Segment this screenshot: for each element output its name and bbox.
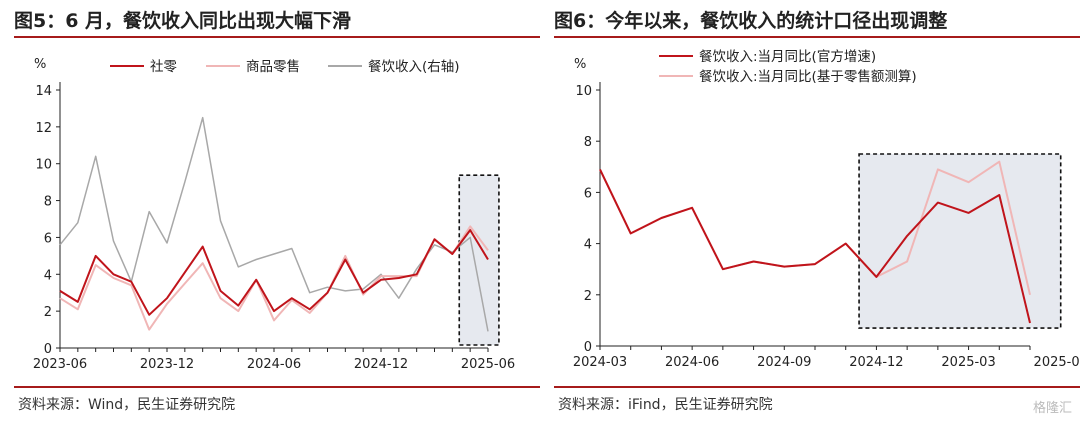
left-x-tick-label: 2023-06	[33, 357, 87, 372]
right-series-line-0	[599, 168, 1031, 324]
left-source-note: 资料来源：Wind，民生证券研究院	[18, 397, 236, 413]
right-line-chart: % 0 2 4 6 8 10 2024-03 2024-06 2024-09 2024-12 2025…	[573, 49, 1080, 370]
right-y-tick-label: 4	[584, 238, 592, 253]
left-y-unit-label: %	[34, 57, 46, 72]
left-series-line-2	[59, 116, 489, 332]
watermark-logo: 格隆汇	[1032, 401, 1072, 416]
right-legend-label: 餐饮收入:当月同比(基于零售额测算)	[699, 68, 917, 85]
right-y-tick-label: 8	[584, 135, 592, 150]
left-x-tick-label: 2024-12	[354, 357, 408, 372]
right-x-tick-label: 2024-06	[665, 355, 719, 370]
right-source-note: 资料来源：iFind，民生证券研究院	[558, 397, 773, 413]
right-source-rule	[554, 386, 1080, 388]
left-legend-label: 商品零售	[246, 59, 300, 75]
right-legend-label: 餐饮收入:当月同比(官方增速)	[699, 49, 876, 65]
left-y-tick-label: 10	[35, 158, 52, 173]
left-series-line-0	[59, 229, 489, 316]
left-series-line-1	[59, 225, 489, 331]
right-x-tick-label: 2025-06	[1034, 355, 1080, 370]
left-y-tick-label: 6	[44, 231, 52, 246]
left-source-rule	[14, 386, 540, 388]
left-legend-label: 社零	[150, 59, 177, 75]
left-y-tick-label: 2	[44, 305, 52, 320]
left-line-chart: % 0 2 4 6 8 10 12 14 2023-06 2023-12 2024-06 2024-12…	[33, 57, 515, 372]
right-y-unit-label: %	[574, 57, 586, 72]
right-chart-panel: 图6：今年以来，餐饮收入的统计口径出现调整 % 0 2 4 6 8 10 2024-03 202…	[554, 0, 1080, 422]
right-highlight-box	[858, 153, 1062, 329]
left-legend-label: 餐饮收入(右轴)	[368, 59, 460, 75]
right-y-tick-label: 0	[584, 340, 592, 355]
left-chart-title: 图5：6 月，餐饮收入同比出现大幅下滑	[14, 10, 352, 32]
left-chart-panel: 图5：6 月，餐饮收入同比出现大幅下滑 % 0 2 4 6 8 10 12 14 2023-06 2…	[14, 0, 540, 422]
right-x-tick-label: 2024-09	[757, 355, 811, 370]
left-y-tick-label: 14	[35, 84, 52, 99]
left-highlight-box	[458, 174, 500, 346]
right-y-tick-label: 6	[584, 186, 592, 201]
right-title-rule	[554, 36, 1080, 38]
left-x-tick-label: 2023-12	[140, 357, 194, 372]
left-y-tick-label: 12	[35, 121, 52, 136]
left-y-tick-label: 8	[44, 195, 52, 210]
left-x-tick-label: 2024-06	[247, 357, 301, 372]
right-x-tick-label: 2024-12	[849, 355, 903, 370]
left-y-tick-label: 4	[44, 268, 52, 283]
left-x-tick-label: 2025-06	[461, 357, 515, 372]
right-x-tick-label: 2024-03	[573, 355, 627, 370]
right-x-tick-label: 2025-03	[941, 355, 995, 370]
right-y-tick-label: 10	[575, 84, 592, 99]
right-y-tick-label: 2	[584, 289, 592, 304]
left-title-rule	[14, 36, 540, 38]
right-chart-title: 图6：今年以来，餐饮收入的统计口径出现调整	[554, 10, 948, 32]
left-y-tick-label: 0	[44, 342, 52, 357]
